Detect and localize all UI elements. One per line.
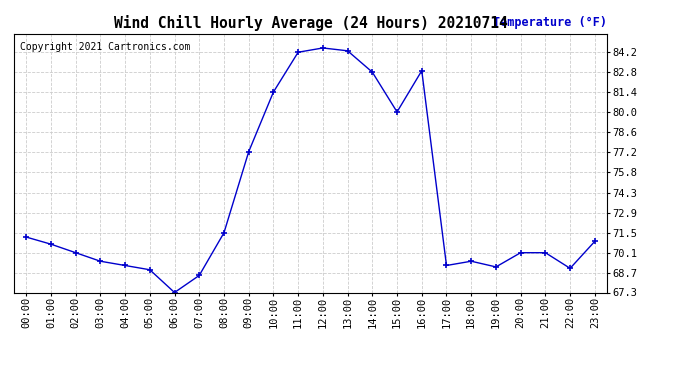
Text: Temperature (°F): Temperature (°F) (493, 16, 607, 28)
Text: Copyright 2021 Cartronics.com: Copyright 2021 Cartronics.com (20, 42, 190, 51)
Title: Wind Chill Hourly Average (24 Hours) 20210714: Wind Chill Hourly Average (24 Hours) 202… (114, 15, 507, 31)
